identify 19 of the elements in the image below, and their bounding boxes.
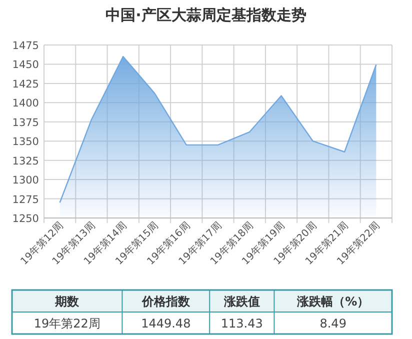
text: 8.49: [320, 316, 346, 330]
text: 1449.48: [141, 316, 191, 330]
y-tick-label: 1250: [12, 213, 39, 225]
y-tick-label: 1475: [12, 40, 39, 52]
y-tick-label: 1450: [12, 59, 39, 72]
y-tick-label: 1325: [12, 155, 39, 168]
y-tick-label: 1400: [12, 98, 39, 110]
text: 113.43: [220, 316, 263, 330]
text: 涨跌值: [222, 294, 260, 308]
text: 期数: [54, 294, 80, 308]
y-tick-label: 1425: [12, 78, 39, 90]
y-tick-label: 1275: [12, 194, 39, 206]
text: 价格指数: [140, 294, 191, 308]
text: 涨跌幅（%）: [296, 294, 370, 308]
y-tick-label: 1350: [12, 136, 39, 148]
chart-title: 中国·产区大蒜周定基指数走势: [106, 6, 306, 24]
y-tick-label: 1375: [12, 116, 39, 129]
text: 19年第22周: [34, 316, 100, 330]
y-tick-label: 1300: [12, 174, 39, 187]
